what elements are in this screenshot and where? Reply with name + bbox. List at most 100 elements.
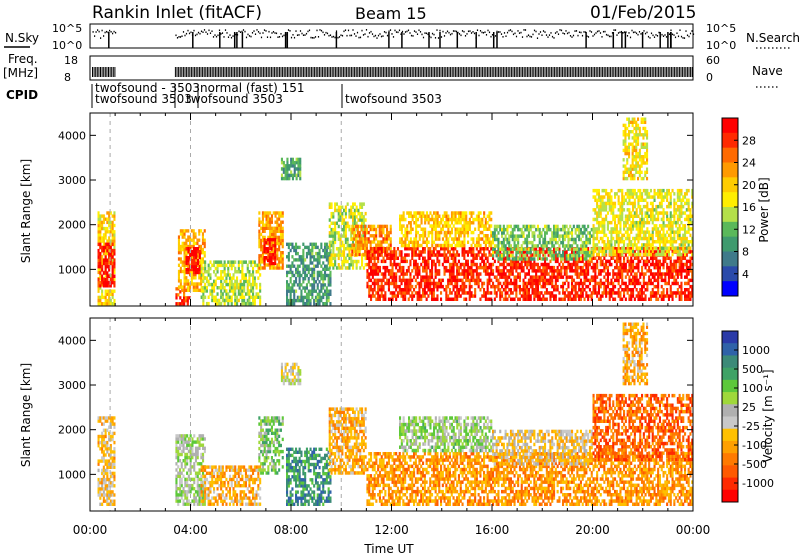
data-cell <box>395 272 398 276</box>
data-cell <box>429 256 432 260</box>
data-cell <box>393 272 396 276</box>
trace-point <box>248 35 251 37</box>
data-cell <box>387 269 390 273</box>
data-cell <box>187 250 190 254</box>
trace-point <box>586 35 588 37</box>
data-cell <box>193 247 196 251</box>
data-cell <box>181 263 184 267</box>
data-cell <box>459 221 462 225</box>
freq-label-1: Freq. <box>8 52 38 66</box>
data-cell <box>615 275 618 279</box>
data-cell <box>200 286 203 290</box>
data-cell <box>318 261 321 265</box>
data-cell <box>545 278 548 283</box>
data-cell <box>322 267 325 271</box>
data-cell <box>579 278 582 283</box>
data-cell <box>194 282 197 286</box>
data-cell <box>207 273 210 277</box>
data-cell <box>400 278 403 283</box>
data-cell <box>101 289 104 293</box>
data-cell <box>644 272 647 276</box>
data-cell <box>601 281 604 286</box>
data-cell <box>109 242 112 246</box>
data-cell <box>290 160 293 165</box>
data-cell <box>450 230 453 235</box>
data-cell <box>330 211 333 216</box>
data-cell <box>504 297 507 301</box>
data-cell <box>592 262 595 267</box>
data-cell <box>545 288 548 292</box>
data-cell <box>274 244 277 248</box>
data-cell <box>524 294 527 298</box>
data-cell <box>687 250 690 254</box>
data-cell <box>619 256 622 260</box>
data-cell <box>181 269 184 274</box>
data-cell <box>415 240 418 244</box>
data-cell <box>649 269 652 273</box>
data-cell <box>431 230 434 235</box>
trace-point <box>179 36 182 38</box>
data-cell <box>662 291 665 295</box>
data-cell <box>411 291 414 295</box>
data-cell <box>391 269 394 273</box>
data-cell <box>436 250 439 254</box>
data-cell <box>502 288 505 292</box>
data-cell <box>427 284 430 289</box>
data-cell <box>475 214 478 218</box>
data-cell <box>324 242 327 246</box>
data-cell <box>243 289 246 293</box>
data-cell <box>567 291 570 295</box>
data-cell <box>405 253 408 257</box>
data-cell <box>436 272 439 276</box>
data-cell <box>479 250 482 254</box>
data-cell <box>344 234 347 238</box>
data-cell <box>370 288 373 292</box>
data-cell <box>220 260 223 264</box>
data-cell <box>108 264 111 269</box>
data-cell <box>384 272 387 276</box>
data-cell <box>284 176 287 181</box>
trace-point <box>280 33 282 35</box>
data-cell <box>637 291 640 295</box>
data-cell <box>313 298 316 303</box>
data-cell <box>452 224 455 228</box>
data-cell <box>619 272 622 276</box>
data-cell <box>508 288 511 292</box>
data-cell <box>322 277 325 281</box>
data-cell <box>104 217 107 221</box>
data-cell <box>448 269 451 273</box>
trace-point <box>416 33 419 35</box>
data-cell <box>477 211 480 215</box>
data-cell <box>508 281 511 286</box>
data-cell <box>287 298 290 303</box>
data-cell <box>344 259 347 264</box>
data-cell <box>678 262 681 267</box>
data-cell <box>427 265 430 270</box>
data-cell <box>355 249 358 254</box>
trace-point <box>239 31 242 33</box>
data-cell <box>447 281 450 286</box>
data-cell <box>459 265 462 270</box>
data-cell <box>269 226 272 230</box>
data-cell <box>639 250 642 254</box>
data-cell <box>221 295 224 299</box>
data-cell <box>441 243 444 248</box>
data-cell <box>583 297 586 301</box>
trace-point <box>97 29 99 31</box>
data-cell <box>615 247 618 251</box>
data-cell <box>615 265 618 270</box>
data-cell <box>544 281 547 286</box>
data-cell <box>330 221 333 225</box>
data-cell <box>477 214 480 218</box>
data-cell <box>393 259 396 264</box>
data-cell <box>562 291 565 295</box>
data-cell <box>457 253 460 257</box>
data-cell <box>334 231 337 235</box>
data-cell <box>179 296 182 300</box>
data-cell <box>475 278 478 283</box>
data-cell <box>194 256 198 260</box>
data-cell <box>684 291 687 295</box>
data-cell <box>646 256 649 260</box>
data-cell <box>628 278 631 283</box>
data-cell <box>466 291 469 295</box>
